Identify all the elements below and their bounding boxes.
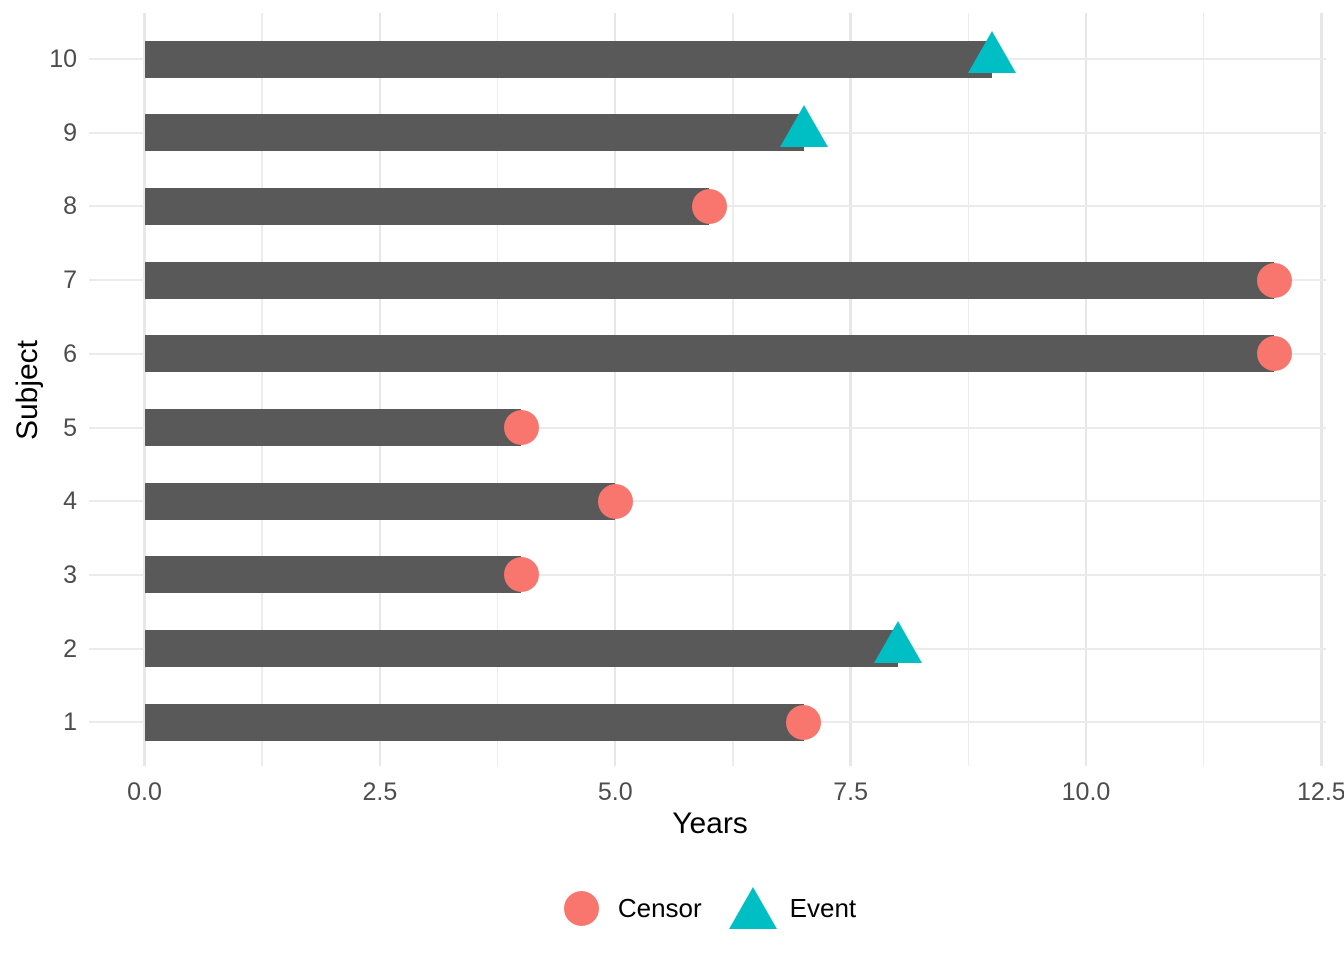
censor-marker-icon bbox=[597, 483, 633, 519]
x-minor-gridline bbox=[261, 13, 263, 766]
y-tick-label: 6 bbox=[63, 339, 77, 368]
censor-marker-icon bbox=[786, 704, 822, 740]
y-tick-label: 5 bbox=[63, 413, 77, 442]
swimmer-bar-subject-10 bbox=[144, 40, 992, 78]
x-tick-label: 10.0 bbox=[1061, 778, 1111, 806]
censor-marker-icon bbox=[503, 410, 539, 445]
plot-panel bbox=[89, 13, 1326, 766]
y-tick-label: 4 bbox=[63, 487, 77, 516]
y-tick-label: 10 bbox=[49, 45, 77, 73]
censor-marker-icon bbox=[503, 557, 539, 593]
x-minor-gridline bbox=[967, 13, 969, 766]
swimmer-bar-subject-6 bbox=[144, 335, 1275, 373]
x-axis-title: Years bbox=[672, 807, 748, 840]
legend-item-censor: Censor bbox=[563, 890, 702, 926]
x-major-gridline bbox=[1084, 13, 1088, 766]
y-tick-label: 8 bbox=[63, 192, 77, 221]
event-marker-icon bbox=[779, 104, 828, 147]
y-tick-label: 9 bbox=[63, 118, 77, 147]
swimmer-bar-subject-2 bbox=[144, 630, 898, 668]
x-minor-gridline bbox=[732, 13, 734, 766]
y-major-gridline bbox=[89, 426, 1326, 429]
y-major-gridline bbox=[89, 500, 1326, 503]
x-tick-label: 7.5 bbox=[833, 778, 868, 806]
event-marker-icon bbox=[967, 31, 1016, 73]
swimmer-bar-subject-3 bbox=[144, 556, 522, 594]
legend: Censor Event bbox=[0, 880, 1344, 936]
x-tick-label: 2.5 bbox=[362, 778, 398, 806]
swimmer-bar-subject-9 bbox=[144, 114, 804, 152]
censor-marker-icon bbox=[691, 188, 727, 224]
x-tick-label: 12.5 bbox=[1297, 778, 1344, 806]
legend-label-event: Event bbox=[789, 892, 857, 923]
y-tick-label: 3 bbox=[63, 560, 77, 589]
y-tick-label: 2 bbox=[63, 634, 77, 663]
x-tick-label: 0.0 bbox=[127, 778, 162, 806]
y-axis-title: Subject bbox=[11, 339, 44, 441]
censor-marker-icon bbox=[1256, 336, 1292, 372]
y-tick-label: 7 bbox=[63, 266, 77, 295]
x-minor-gridline bbox=[496, 13, 499, 766]
y-tick-label: 1 bbox=[63, 708, 77, 737]
x-major-gridline bbox=[1320, 13, 1323, 766]
x-major-gridline bbox=[849, 13, 852, 766]
swimmer-bar-subject-4 bbox=[144, 482, 616, 520]
swimmer-bar-subject-8 bbox=[144, 187, 710, 225]
swimmer-bar-subject-7 bbox=[144, 261, 1275, 299]
x-major-gridline bbox=[143, 13, 146, 766]
legend-item-event: Event bbox=[728, 887, 857, 929]
legend-label-censor: Censor bbox=[617, 892, 702, 923]
swimmer-bar-subject-1 bbox=[144, 703, 804, 741]
x-minor-gridline bbox=[1202, 13, 1205, 766]
x-tick-label: 5.0 bbox=[597, 778, 633, 806]
y-major-gridline bbox=[89, 573, 1326, 576]
x-major-gridline bbox=[614, 13, 617, 766]
event-marker-icon bbox=[873, 620, 922, 663]
swimmer-bar-subject-5 bbox=[144, 409, 522, 446]
x-major-gridline bbox=[378, 13, 382, 766]
censor-circle-icon bbox=[563, 890, 599, 926]
censor-marker-icon bbox=[1256, 262, 1292, 298]
event-triangle-icon bbox=[728, 887, 777, 929]
